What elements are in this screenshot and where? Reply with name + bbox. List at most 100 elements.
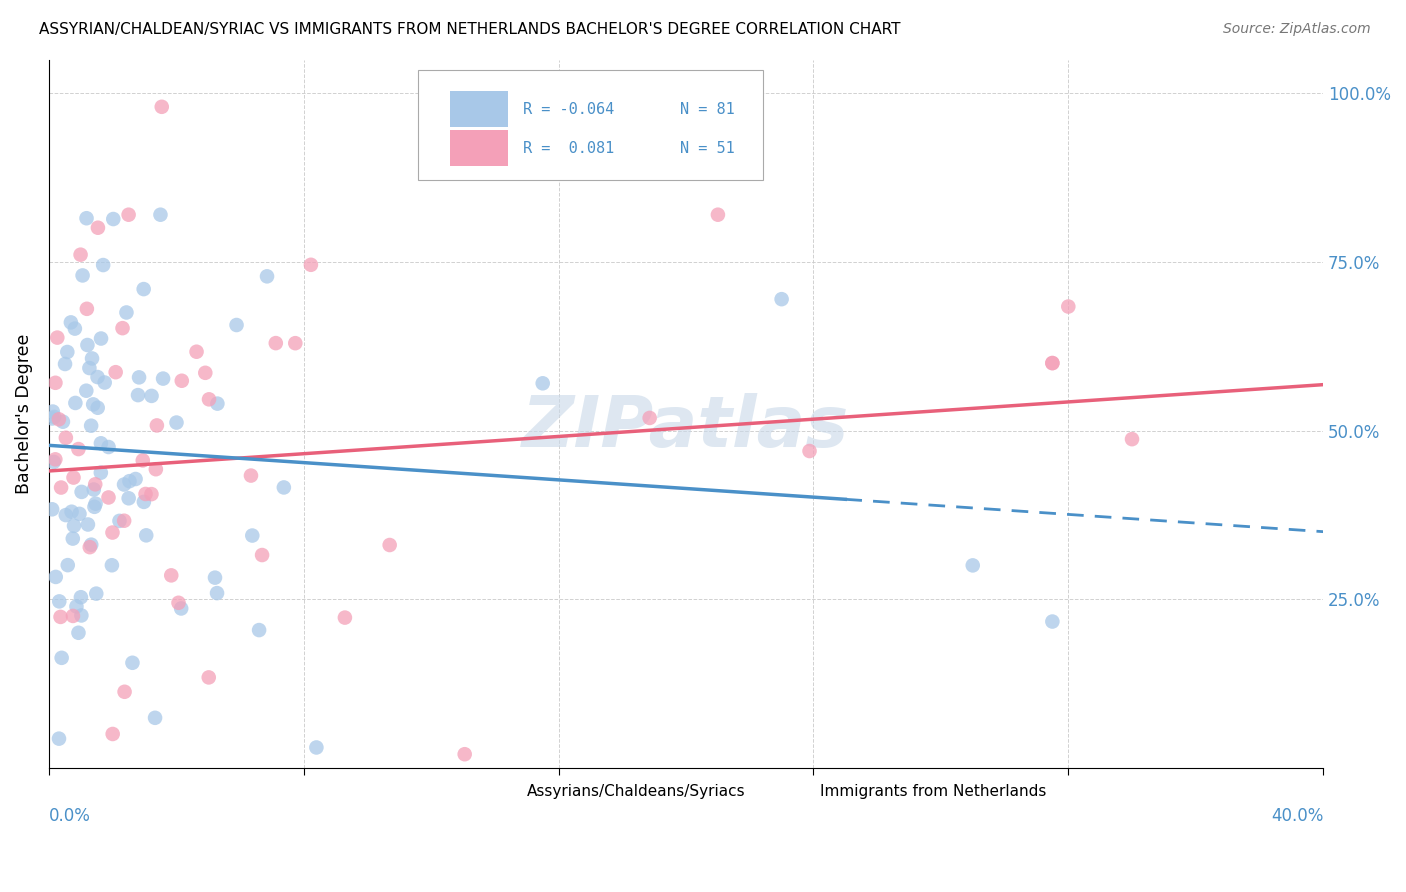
Text: R = -0.064: R = -0.064 xyxy=(523,102,614,117)
Point xyxy=(118,474,141,488)
Point xyxy=(118,491,141,506)
Point xyxy=(108,514,131,528)
Point xyxy=(83,500,105,514)
Point xyxy=(44,376,66,390)
Point xyxy=(101,727,124,741)
Point xyxy=(962,558,984,573)
Point xyxy=(86,401,108,415)
Point xyxy=(141,389,163,403)
Point xyxy=(247,623,270,637)
Point xyxy=(264,336,287,351)
Point xyxy=(170,601,193,615)
Point xyxy=(59,315,82,329)
Point xyxy=(114,685,136,699)
Point xyxy=(67,442,90,456)
Point xyxy=(1040,615,1063,629)
Point xyxy=(84,477,107,491)
Point xyxy=(170,374,193,388)
Point xyxy=(143,711,166,725)
Point xyxy=(707,208,730,222)
Point xyxy=(79,540,101,554)
FancyBboxPatch shape xyxy=(762,778,811,805)
Point xyxy=(121,656,143,670)
Point xyxy=(53,357,76,371)
Text: R =  0.081: R = 0.081 xyxy=(523,141,614,155)
Point xyxy=(104,365,127,379)
Point xyxy=(69,248,91,262)
Point xyxy=(42,404,65,418)
FancyBboxPatch shape xyxy=(470,778,517,805)
Point xyxy=(56,558,79,573)
Point xyxy=(69,507,91,521)
Point xyxy=(167,596,190,610)
Point xyxy=(378,538,401,552)
Point xyxy=(127,388,149,402)
Point xyxy=(45,570,67,584)
Point xyxy=(198,392,221,407)
Point xyxy=(80,418,103,433)
Point xyxy=(97,491,120,505)
Point xyxy=(124,472,146,486)
Text: N = 51: N = 51 xyxy=(679,141,734,155)
Text: Immigrants from Netherlands: Immigrants from Netherlands xyxy=(820,783,1046,798)
Point xyxy=(77,517,100,532)
Point xyxy=(112,514,135,528)
Point xyxy=(150,100,173,114)
Point xyxy=(67,625,90,640)
Text: ASSYRIAN/CHALDEAN/SYRIAC VS IMMIGRANTS FROM NETHERLANDS BACHELOR'S DEGREE CORREL: ASSYRIAN/CHALDEAN/SYRIAC VS IMMIGRANTS F… xyxy=(39,22,901,37)
Point xyxy=(49,610,72,624)
Point xyxy=(101,525,124,540)
Point xyxy=(207,396,229,410)
Point xyxy=(82,397,104,411)
Point xyxy=(90,466,112,480)
Point xyxy=(1057,300,1080,314)
Point xyxy=(70,591,93,605)
Point xyxy=(76,211,98,226)
Point xyxy=(531,376,554,391)
Point xyxy=(65,396,87,410)
Point xyxy=(79,361,101,376)
Point xyxy=(186,344,208,359)
Point xyxy=(48,594,70,608)
Point xyxy=(83,483,105,497)
Point xyxy=(250,548,273,562)
Point xyxy=(132,453,155,467)
Point xyxy=(128,370,150,384)
FancyBboxPatch shape xyxy=(419,70,762,180)
Point xyxy=(84,497,107,511)
Point xyxy=(87,220,110,235)
Point xyxy=(65,599,87,614)
Point xyxy=(273,480,295,494)
Point xyxy=(55,431,77,445)
Point xyxy=(52,415,75,429)
Text: Assyrians/Chaldeans/Syriacs: Assyrians/Chaldeans/Syriacs xyxy=(527,783,745,798)
Point xyxy=(132,495,155,509)
Point xyxy=(44,409,66,424)
Point xyxy=(62,608,84,623)
Point xyxy=(256,269,278,284)
Point xyxy=(42,455,65,469)
Point xyxy=(76,338,98,352)
Point xyxy=(197,670,219,684)
Point xyxy=(1121,432,1143,446)
Point xyxy=(63,518,86,533)
Point xyxy=(299,258,322,272)
Point xyxy=(284,336,307,351)
Point xyxy=(770,292,793,306)
Point xyxy=(41,502,63,516)
Point xyxy=(93,376,115,390)
Point xyxy=(80,538,103,552)
Point xyxy=(135,487,157,501)
Y-axis label: Bachelor's Degree: Bachelor's Degree xyxy=(15,334,32,494)
Point xyxy=(62,532,84,546)
Point xyxy=(1040,356,1063,370)
Point xyxy=(132,282,155,296)
Text: 0.0%: 0.0% xyxy=(49,806,91,824)
Point xyxy=(84,587,107,601)
Point xyxy=(333,610,356,624)
Point xyxy=(72,268,94,283)
Point xyxy=(149,208,172,222)
Text: Source: ZipAtlas.com: Source: ZipAtlas.com xyxy=(1223,22,1371,37)
Point xyxy=(56,345,79,359)
Point xyxy=(41,411,63,425)
